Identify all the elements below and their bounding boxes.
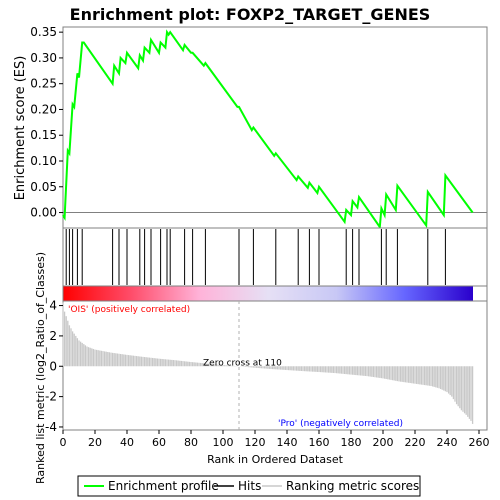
metric-y-tick-label: -4: [45, 420, 57, 434]
x-tick-label: 260: [469, 436, 490, 449]
es-y-tick-label: 0.25: [30, 77, 57, 91]
es-y-ticks: 0.00 0.05 0.10 0.15 0.20 0.25 0.30 0.35: [30, 25, 63, 220]
enrichment-profile-line: [62, 29, 474, 230]
es-y-tick-label: 0.30: [30, 51, 57, 65]
x-tick-label: 80: [184, 436, 198, 449]
negative-class-label: 'Pro' (negatively correlated): [278, 419, 403, 429]
x-tick-label: 20: [88, 436, 102, 449]
es-y-tick-label: 0.15: [30, 128, 57, 142]
legend: Enrichment profile Hits Ranking metric sco…: [84, 479, 419, 493]
es-y-tick-label: 0.05: [30, 180, 57, 194]
es-y-tick-label: 0.00: [30, 206, 57, 220]
x-tick-label: 240: [437, 436, 458, 449]
x-tick-label: 220: [405, 436, 426, 449]
x-axis-label: Rank in Ordered Dataset: [207, 453, 344, 466]
metric-y-ticks: 4 2 0 -2 -4: [45, 299, 63, 434]
zero-cross-label: Zero cross at 110: [203, 358, 282, 368]
x-tick-label: 140: [277, 436, 298, 449]
x-axis-ticks: 0 20 40 60 80 100 120 140 160 180 200 220 240 260: [60, 430, 490, 449]
x-tick-label: 0: [60, 436, 67, 449]
chart-title: Enrichment plot: FOXP2_TARGET_GENES: [70, 5, 431, 24]
ranking-colorbar: [63, 286, 473, 301]
legend-label: Hits: [238, 479, 261, 493]
hits-panel: [62, 227, 488, 287]
legend-label: Ranking metric scores: [286, 479, 419, 493]
es-y-label: Enrichment score (ES): [13, 56, 28, 201]
metric-y-tick-label: 0: [49, 359, 57, 373]
es-y-tick-label: 0.35: [30, 25, 57, 39]
legend-box: [77, 475, 421, 497]
x-tick-label: 180: [341, 436, 362, 449]
es-y-tick-label: 0.20: [30, 102, 57, 116]
x-tick-label: 160: [309, 436, 330, 449]
metric-y-tick-label: -2: [45, 390, 57, 404]
metric-y-tick-label: 4: [49, 299, 57, 313]
x-tick-label: 200: [373, 436, 394, 449]
metric-y-tick-label: 2: [49, 329, 57, 343]
ranking-metric-scores: [62, 302, 474, 424]
hit-marks: [65, 229, 446, 285]
legend-label: Enrichment profile: [108, 479, 219, 493]
x-tick-label: 60: [152, 436, 166, 449]
es-y-tick-label: 0.10: [30, 154, 57, 168]
positive-class-label: 'OIS' (positively correlated): [68, 305, 190, 315]
x-tick-label: 100: [213, 436, 234, 449]
x-tick-label: 40: [120, 436, 134, 449]
metric-y-label: Ranked list metric (log2_Ratio_of_Classe…: [34, 252, 47, 484]
x-tick-label: 120: [245, 436, 266, 449]
